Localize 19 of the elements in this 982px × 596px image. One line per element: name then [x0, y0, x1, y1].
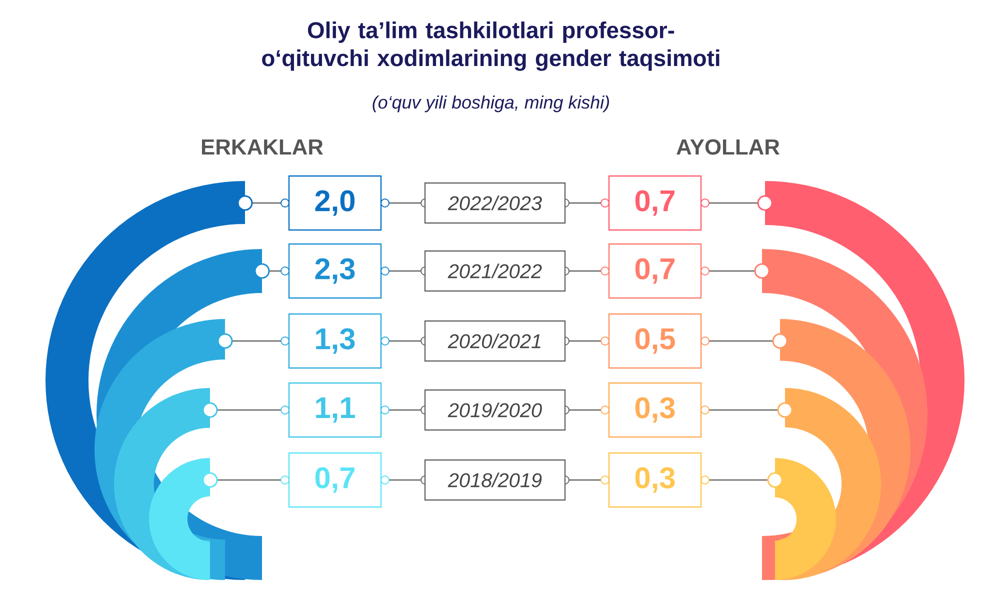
data-label: 0,3	[635, 397, 675, 423]
data-label: 2,0	[315, 190, 355, 216]
category-label: 2021/2022	[448, 264, 542, 278]
data-label: 2,3	[315, 258, 355, 284]
data-label: 0,5	[635, 328, 675, 354]
category-label: 2020/2021	[448, 334, 540, 348]
category-label: 2022/2023	[448, 196, 542, 210]
data-label: 0,3	[635, 467, 675, 493]
data-label: 0,7	[315, 467, 354, 493]
text: (o‘quv yili boshiga, ming kishi)	[372, 96, 609, 112]
data-label: 0,7	[635, 258, 674, 284]
data-label: 0,7	[635, 190, 674, 216]
series-label: ERKAKLAR	[202, 139, 324, 155]
data-label: 1,3	[316, 328, 355, 354]
category-label: 2019/2020	[448, 402, 542, 418]
series-label: AYOLLAR	[676, 139, 780, 155]
category-label: 2018/2019	[448, 472, 542, 488]
data-label: 1,1	[316, 397, 355, 423]
text: Oliy ta’lim tashkilotlari professor-o‘qituvchi xodimlarining gender taqsimoti	[262, 22, 720, 71]
